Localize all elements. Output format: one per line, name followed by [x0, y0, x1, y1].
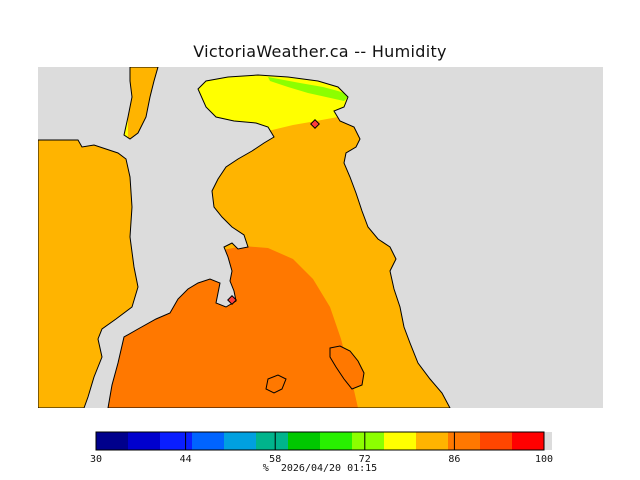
island-south-small	[265, 374, 287, 394]
legend-bin-35-40	[128, 432, 160, 450]
legend-tick-label-44: 44	[180, 454, 192, 465]
legend-tick-label-86: 86	[448, 454, 460, 465]
station-marker-north[interactable]	[310, 119, 320, 129]
zone-north-green	[268, 77, 350, 101]
legend-tick-label-58: 58	[269, 454, 281, 465]
timestamp-label: 2026/04/20 01:15	[280, 463, 378, 474]
station-marker-victoria[interactable]	[227, 295, 237, 305]
map-title: VictoriaWeather.ca -- Humidity	[193, 42, 447, 61]
legend-bin-70-75	[352, 432, 384, 450]
unit-label: %	[262, 463, 269, 474]
legend-bin-40-45	[160, 432, 192, 450]
legend-bin-65-70	[320, 432, 352, 450]
legend-bin-50-55	[224, 432, 256, 450]
legend-bin-60-65	[288, 432, 320, 450]
legend-bin-80-85	[416, 432, 448, 450]
legend-tick-label-30: 30	[90, 454, 102, 465]
legend-tick-label-100: 100	[535, 454, 553, 465]
island-south-east	[329, 345, 365, 390]
legend-bin-30-35	[96, 432, 128, 450]
legend-bin-45-50	[192, 432, 224, 450]
legend-tick-label-72: 72	[359, 454, 371, 465]
legend-bin-90-95	[480, 432, 512, 450]
coastline	[38, 67, 451, 408]
legend-bin-95-100	[512, 432, 544, 450]
humidity-map[interactable]	[38, 67, 603, 408]
legend-caption: % 2026/04/20 01:15	[0, 463, 640, 474]
legend-bin-55-60	[256, 432, 288, 450]
legend-bin-75-80	[384, 432, 416, 450]
legend-end-cap	[544, 432, 552, 450]
legend-bin-85-90	[448, 432, 480, 450]
